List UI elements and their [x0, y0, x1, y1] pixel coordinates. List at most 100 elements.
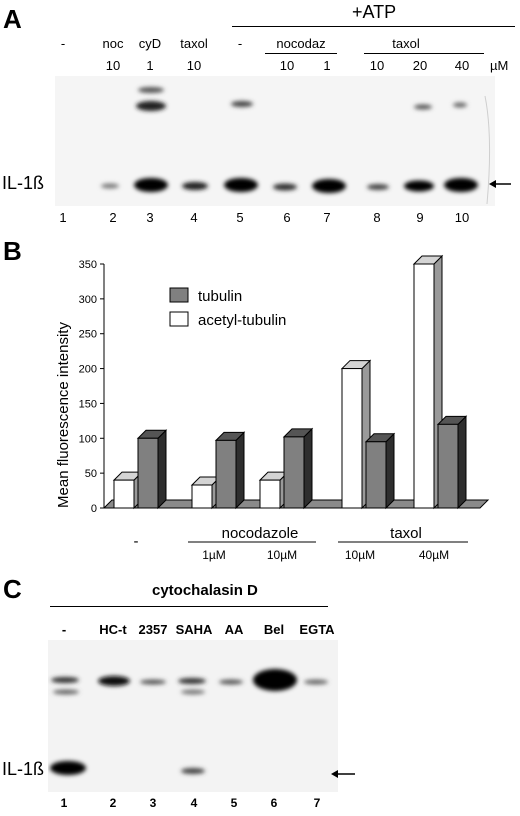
panel-b-letter: B [3, 236, 22, 266]
lane-a-num-6: 6 [283, 210, 291, 225]
conc-label-7: 1 [323, 58, 331, 73]
lane-c-num-5: 5 [230, 796, 238, 810]
lane-a-label-4: taxol [180, 36, 208, 51]
lane-a-num-1: 1 [59, 210, 67, 225]
conc-label-2: 10 [105, 58, 121, 73]
band-a-il1b-5 [224, 178, 258, 192]
band-a-il1b-7 [312, 179, 346, 193]
y-tick-label-5: 250 [79, 329, 97, 341]
lane-c-num-1: 1 [60, 796, 68, 810]
panel-c-title-line [50, 606, 328, 607]
lane-a-num-4: 4 [190, 210, 198, 225]
band-c-upper-4 [178, 678, 206, 684]
y-axis: 0 50 100 150 200 250 300 350 [79, 259, 105, 515]
condition-label-3: 2357 [138, 622, 168, 637]
y-tick-label-3: 150 [79, 398, 97, 410]
group-label-nocodazole: nocodazole [222, 525, 299, 542]
band-a-upper-3a [138, 87, 164, 93]
band-c-upper-1 [51, 677, 79, 683]
arrow-a-icon [489, 180, 511, 188]
bar-tubulin-2 [214, 431, 246, 510]
band-label-a: IL-1ß [2, 173, 45, 193]
band-a-il1b-9 [404, 180, 434, 192]
category-label-2: 1µM [202, 548, 226, 562]
lane-a-label-2: noc [102, 36, 124, 51]
y-tick-label-6: 300 [79, 294, 97, 306]
band-a-upper-9 [414, 104, 432, 110]
bar-tubulin-5 [436, 415, 468, 510]
band-c-il1b-4 [181, 768, 205, 774]
bar-tubulin-1 [136, 429, 168, 510]
lane-c-num-2: 2 [109, 796, 117, 810]
band-a-il1b-3 [134, 178, 168, 192]
lane-a-num-10: 10 [454, 210, 470, 225]
legend: tubulin acetyl-tubulin [169, 287, 286, 329]
y-axis-label: Mean fluorescence intensity [55, 322, 72, 508]
lane-c-num-3: 3 [149, 796, 157, 810]
band-a-il1b-4 [182, 182, 208, 190]
lane-a-num-3: 3 [146, 210, 154, 225]
category-label-5: 40µM [419, 548, 449, 562]
bar-tubulin-4 [364, 432, 396, 510]
conc-label-6: 10 [279, 58, 295, 73]
y-tick-label-7: 350 [79, 259, 97, 271]
lane-a-num-5: 5 [236, 210, 244, 225]
condition-label-2: HC-t [99, 622, 127, 637]
band-c-upper-3 [140, 679, 166, 685]
band-label-c: IL-1ß [2, 759, 45, 779]
atp-line [232, 26, 515, 27]
group-nocodaz-label: nocodaz [276, 36, 326, 51]
y-tick-label-4: 200 [79, 364, 97, 376]
panel-a-letter: A [3, 4, 22, 34]
legend-swatch-acetyl-tubulin [169, 311, 189, 327]
condition-label-5: AA [224, 622, 244, 637]
lane-a-num-9: 9 [416, 210, 424, 225]
y-tick-label-1: 50 [85, 468, 97, 480]
y-tick-label-2: 100 [79, 433, 97, 445]
lane-a-label-5: - [237, 36, 243, 51]
band-c-upper-6 [253, 669, 297, 691]
band-a-il1b-2 [101, 183, 119, 189]
lane-c-num-6: 6 [270, 796, 278, 810]
atp-label: +ATP [352, 2, 397, 22]
band-a-il1b-8 [367, 184, 389, 190]
band-c-upper-2 [98, 676, 130, 686]
condition-label-7: EGTA [299, 622, 335, 637]
group-label-taxol: taxol [390, 525, 422, 542]
band-c-mid-4 [181, 689, 205, 695]
conc-label-10: 40 [454, 58, 470, 73]
band-c-mid-1 [53, 689, 79, 695]
group-nocodaz-line [265, 53, 337, 54]
band-a-upper-5 [231, 101, 253, 107]
condition-label-4: SAHA [175, 622, 213, 637]
conc-label-8: 10 [369, 58, 385, 73]
conc-label-3: 1 [146, 58, 154, 73]
group-taxol-line [364, 53, 484, 54]
band-a-il1b-6 [273, 183, 297, 191]
lane-a-label-1: - [60, 36, 66, 51]
band-c-upper-5 [219, 679, 243, 685]
chart-b: Mean fluorescence intensity 0 50 100 150 200… [55, 254, 490, 562]
category-label-3: 10µM [267, 548, 297, 562]
lane-a-label-3: cyD [138, 36, 162, 51]
band-a-upper-3b [136, 101, 166, 111]
arrow-c-icon [331, 770, 355, 778]
band-c-il1b-1 [50, 761, 86, 775]
lane-c-num-7: 7 [313, 796, 321, 810]
category-label-4: 10µM [345, 548, 375, 562]
unit-label: µM [490, 58, 509, 73]
category-label-1: - [134, 533, 139, 550]
conc-label-4: 10 [186, 58, 202, 73]
legend-swatch-tubulin [169, 287, 189, 303]
condition-label-6: Bel [263, 622, 285, 637]
lane-a-num-8: 8 [373, 210, 381, 225]
bar-tubulin-3 [282, 427, 314, 510]
legend-label-tubulin: tubulin [198, 288, 242, 305]
band-a-upper-10 [453, 102, 467, 108]
band-a-il1b-10 [444, 178, 478, 192]
panel-c-letter: C [3, 574, 22, 604]
y-tick-label-0: 0 [91, 503, 97, 515]
band-c-upper-7 [304, 679, 328, 685]
condition-label-1: - [61, 622, 67, 637]
lane-c-num-4: 4 [190, 796, 198, 810]
